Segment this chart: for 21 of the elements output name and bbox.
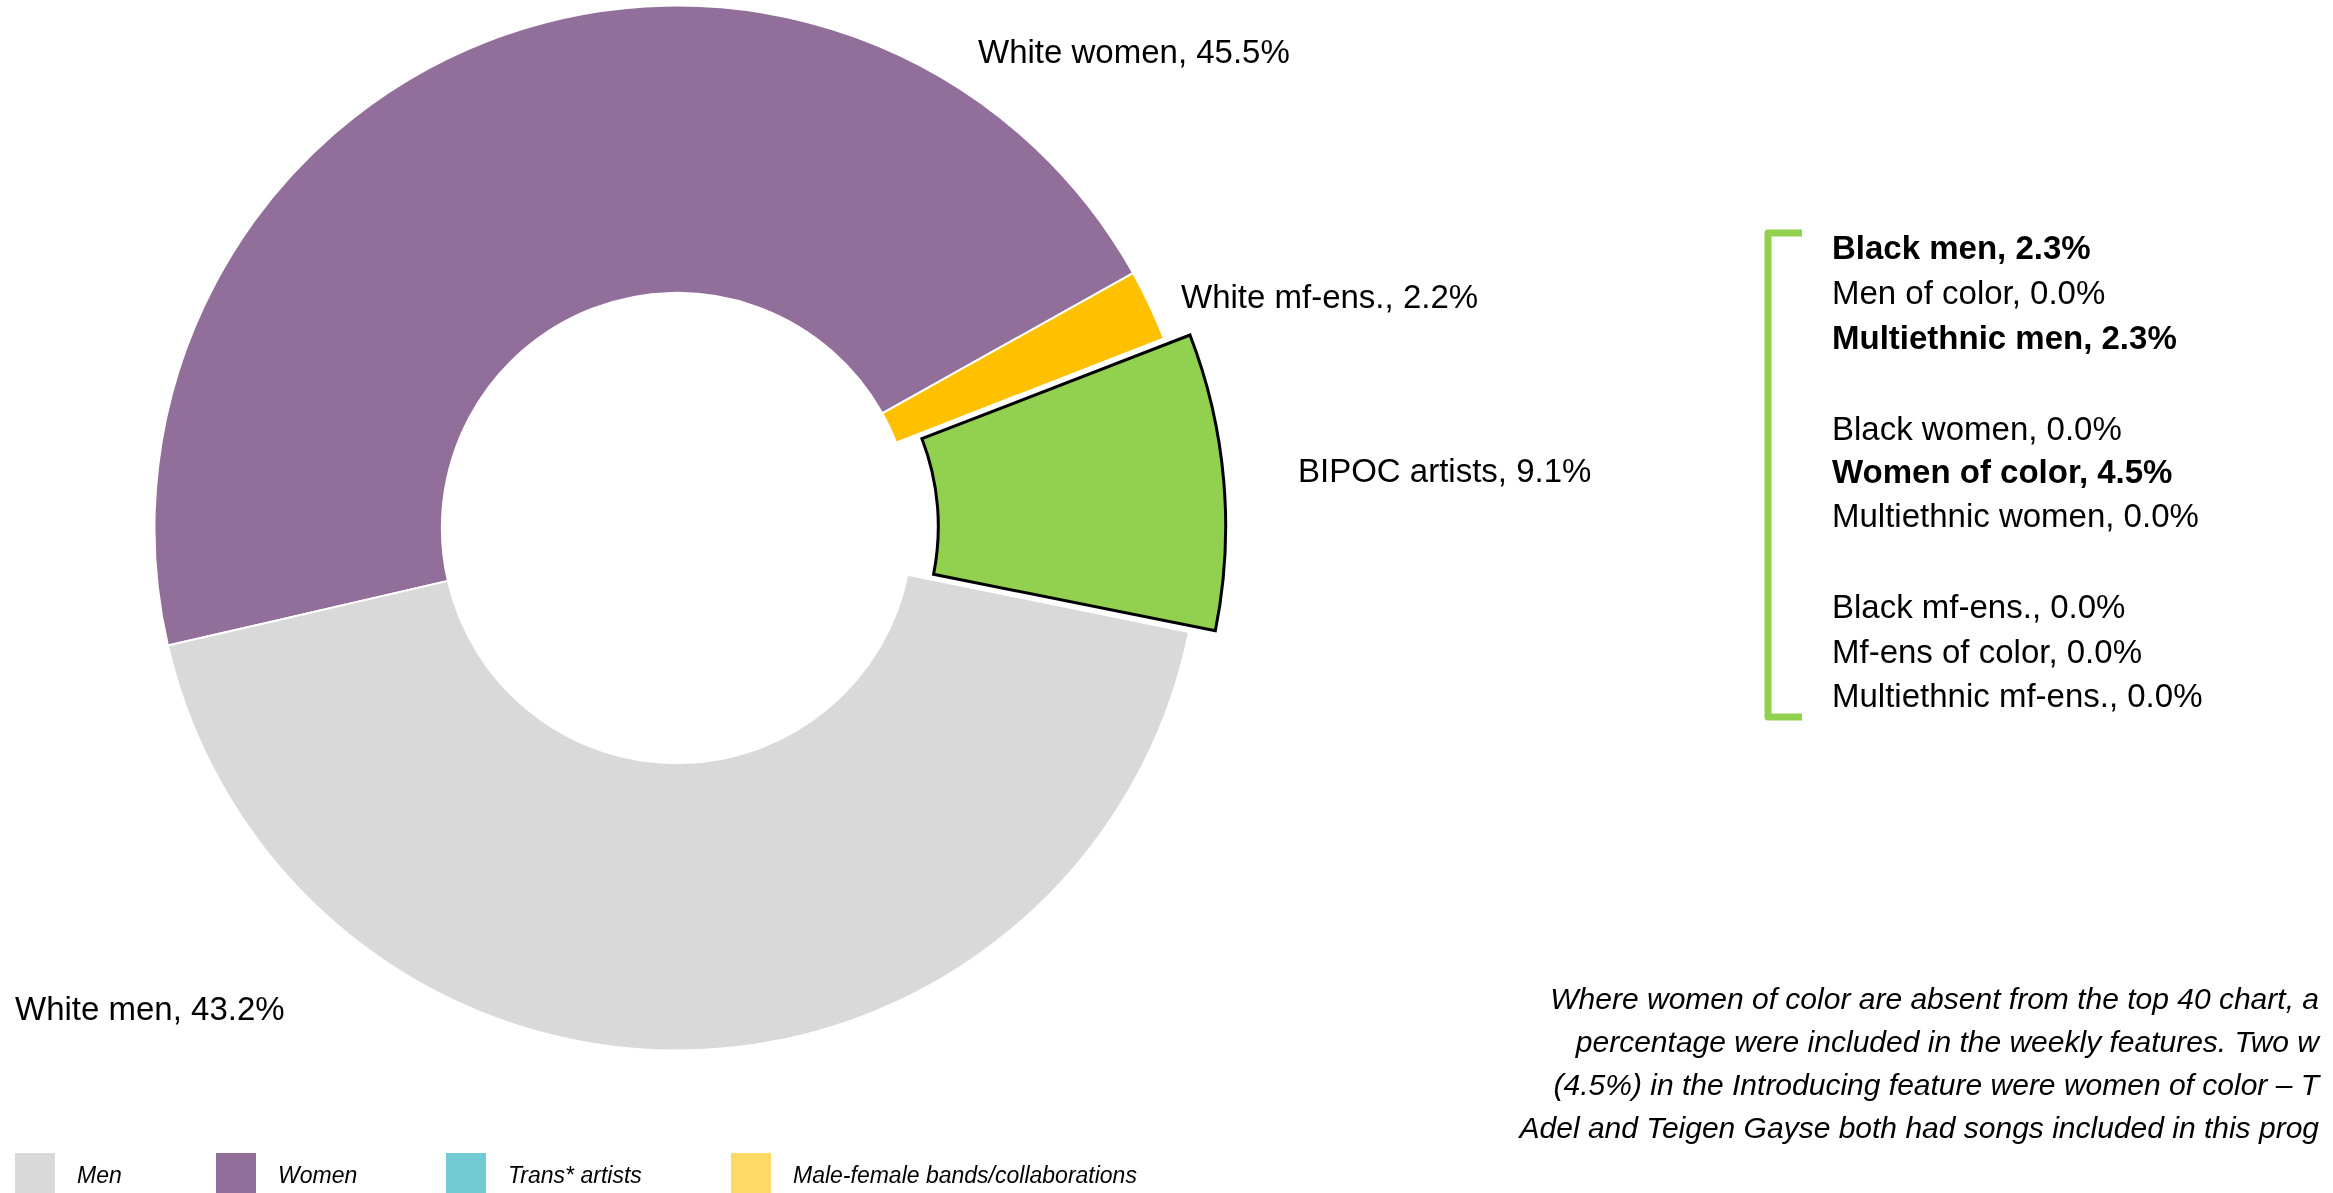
text: Mf-ens of color, 0.0% [1832,633,2142,671]
text: Multiethnic women, 0.0% [1832,497,2199,535]
slice-label: BIPOC artists, 9.1% [1298,452,1592,490]
text: Women [278,1162,358,1189]
slice-label: White mf-ens., 2.2% [1181,278,1479,316]
text: Multiethnic men, 2.3% [1832,319,2177,357]
text: Black men, 2.3% [1832,229,2091,267]
text: Men of color, 0.0% [1832,274,2106,312]
slice-label: White men, 43.2% [15,990,285,1028]
text: Male-female bands/collaborations [793,1162,1137,1189]
text: Women of color, 4.5% [1832,453,2173,491]
text: Multiethnic mf-ens., 0.0% [1832,677,2203,715]
text: Black mf-ens., 0.0% [1832,588,2126,626]
text: percentage were included in the weekly features. Two w [1575,1025,2319,1059]
text: Where women of color are absent from the top 40 chart, a [1550,982,2319,1016]
text: Men [77,1162,122,1189]
text: Black women, 0.0% [1832,410,2122,448]
text: Trans* artists [508,1162,642,1189]
slice-label: White women, 45.5% [978,33,1290,71]
text: (4.5%) in the Introducing feature were women of color – T [1553,1068,2319,1102]
text: Adel and Teigen Gayse both had songs included in this prog [1519,1111,2319,1145]
